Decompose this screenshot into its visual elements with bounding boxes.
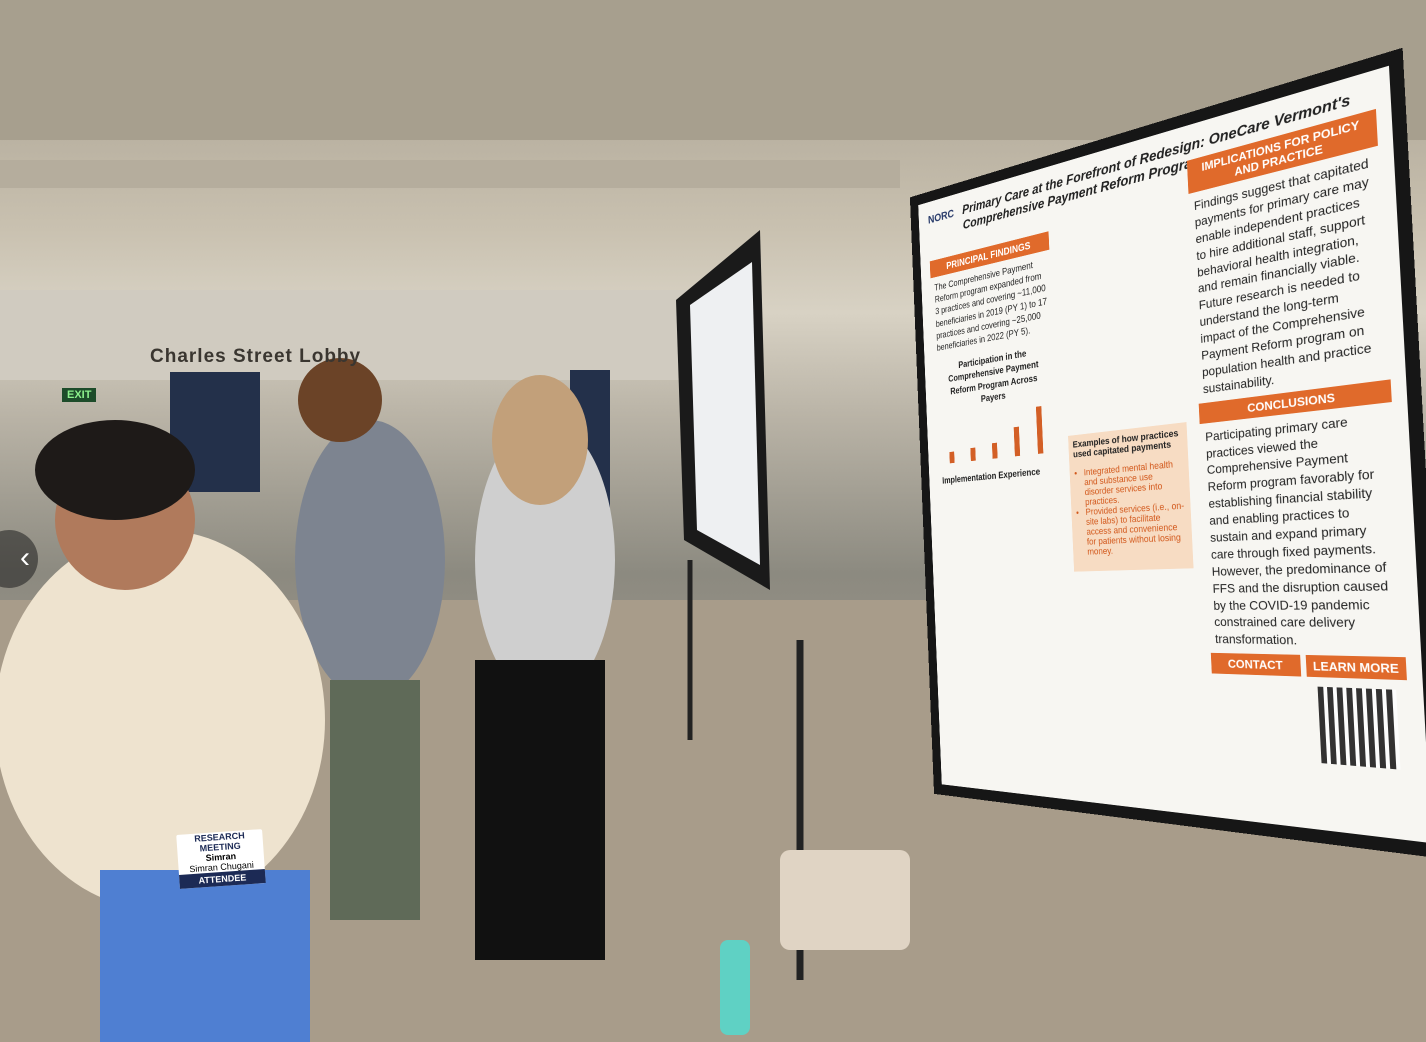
- bar: [970, 447, 976, 461]
- footer-row: CONTACT LEARN MORE: [1210, 653, 1413, 781]
- section-heading: CONTACT: [1210, 653, 1302, 677]
- person: [295, 420, 445, 700]
- poster-board: NORC Primary Care at the Forefront of Re…: [760, 0, 1426, 1042]
- column: IMPLICATIONS FOR POLICY AND PRACTICE Fin…: [1186, 108, 1413, 781]
- person-hair: [492, 375, 588, 505]
- bar: [991, 442, 998, 459]
- section-text: Participating primary care practices vie…: [1204, 413, 1389, 648]
- examples-box: Examples of how practices used capitated…: [1068, 422, 1194, 572]
- vent-row: [0, 160, 900, 188]
- box-heading: Examples of how practices used capitated…: [1072, 428, 1179, 460]
- water-bottle: [720, 940, 750, 1035]
- person: [100, 870, 310, 1042]
- column: Examples of how practices used capitated…: [1064, 416, 1199, 576]
- exit-sign: EXIT: [62, 388, 97, 402]
- logo: NORC: [927, 206, 955, 227]
- bag: [780, 850, 910, 950]
- side-poster: [690, 262, 760, 565]
- bar: [1013, 426, 1021, 457]
- bar: [1035, 405, 1044, 454]
- ceiling: [0, 0, 1426, 140]
- poster: NORC Primary Care at the Forefront of Re…: [918, 65, 1426, 844]
- bar: [949, 451, 955, 464]
- venue-sign: Charles Street Lobby: [150, 346, 362, 367]
- wall: [0, 290, 760, 380]
- column: PRINCIPAL FINDINGS The Comprehensive Pay…: [929, 231, 1060, 491]
- box-item: Integrated mental health and substance u…: [1084, 459, 1186, 508]
- person-hair: [35, 420, 195, 520]
- person: [0, 530, 325, 910]
- person: [475, 660, 605, 960]
- section-heading: LEARN MORE: [1305, 655, 1407, 681]
- box-item: Provided services (i.e., on-site labs) t…: [1085, 501, 1188, 557]
- person: [330, 680, 420, 920]
- person-head: [298, 358, 382, 442]
- badge: RESEARCH MEETING Simran Simran Chugani A…: [176, 829, 266, 889]
- qr-code: [1317, 686, 1401, 770]
